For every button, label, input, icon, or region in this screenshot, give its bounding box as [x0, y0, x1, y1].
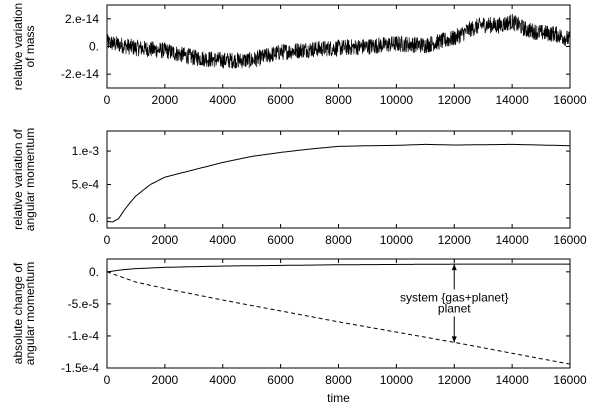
- series-line-1: [106, 14, 571, 69]
- x-tick-label: 0: [104, 233, 111, 247]
- y-tick-label: 2.e-14: [65, 12, 99, 26]
- series-line-1: [106, 143, 570, 223]
- y-tick-label: -1.e-4: [68, 329, 100, 343]
- plot-frame: [106, 258, 571, 369]
- x-tick-label: 12000: [438, 233, 472, 247]
- x-tick-label: 16000: [553, 233, 587, 247]
- x-tick-label: 6000: [267, 373, 294, 387]
- annotation-label: planet: [438, 301, 471, 315]
- x-tick-label: 0: [104, 373, 111, 387]
- y-tick-label: 5.e-4: [72, 178, 100, 192]
- y-axis-label: angular momentum: [23, 128, 37, 231]
- y-axis-label: of mass: [23, 25, 37, 67]
- x-tick-label: 10000: [380, 93, 414, 107]
- y-tick-label: 1.e-3: [72, 144, 100, 158]
- chart-panel-1: 0 2000 4000 6000 8000 10000 12000 14000 16000 2.e…: [11, 3, 587, 107]
- x-tick-label: 6000: [267, 233, 294, 247]
- annotation-label: system {gas+planet}: [400, 290, 508, 304]
- x-tick-label: 14000: [495, 93, 529, 107]
- x-tick-label: 4000: [209, 93, 236, 107]
- y-tick-label: -2.e-14: [61, 67, 99, 81]
- x-tick-label: 8000: [325, 233, 352, 247]
- x-tick-label: 16000: [553, 373, 587, 387]
- y-tick-label: 0.: [89, 40, 99, 54]
- y-tick-label: 0.: [89, 265, 99, 279]
- plot-frame: [106, 4, 571, 89]
- y-axis-label: relative variation: [11, 3, 25, 90]
- x-tick-label: 10000: [380, 373, 414, 387]
- x-tick-label: 6000: [267, 93, 294, 107]
- y-tick-label: -1.5e-4: [61, 361, 99, 375]
- x-tick-label: 10000: [380, 233, 414, 247]
- x-tick-label: 4000: [209, 373, 236, 387]
- y-axis-label: absolute change of: [11, 262, 25, 364]
- y-tick-label: -5.e-5: [68, 297, 100, 311]
- x-tick-label: 2000: [152, 373, 179, 387]
- y-axis-label: angular momentum: [23, 262, 37, 365]
- x-tick-label: 4000: [209, 233, 236, 247]
- x-tick-label: 12000: [438, 93, 472, 107]
- x-tick-label: 14000: [495, 233, 529, 247]
- x-tick-label: 2000: [152, 93, 179, 107]
- plot-frame: [106, 130, 571, 229]
- x-axis-label: time: [327, 391, 350, 405]
- x-tick-label: 8000: [325, 93, 352, 107]
- x-tick-label: 2000: [152, 233, 179, 247]
- x-tick-label: 16000: [553, 93, 587, 107]
- annotation-arrowhead: [451, 264, 457, 271]
- x-tick-label: 0: [104, 93, 111, 107]
- series-line-planet: [106, 271, 571, 365]
- y-tick-label: 0.: [89, 211, 99, 225]
- chart-panel-2: 0 2000 4000 6000 8000 10000 12000 14000 16000 1.e…: [11, 128, 587, 247]
- chart-panel-3: 0 2000 4000 6000 8000 10000 12000 14000 16000 0. -…: [11, 258, 587, 405]
- x-tick-label: 14000: [495, 373, 529, 387]
- y-axis-label: relative variation of: [11, 128, 25, 229]
- annotation-arrowhead: [451, 336, 457, 343]
- x-tick-label: 12000: [438, 373, 472, 387]
- x-tick-label: 8000: [325, 373, 352, 387]
- series-line-system-gas-planet: [106, 263, 570, 273]
